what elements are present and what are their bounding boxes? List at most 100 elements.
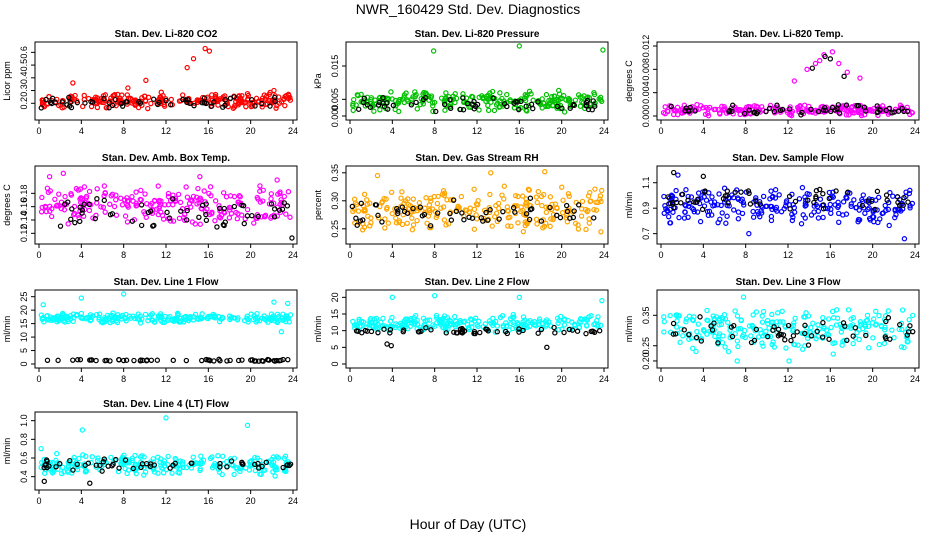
data-point [586,216,592,222]
data-point [486,209,493,216]
data-point [60,318,67,324]
y-axis-label: percent [313,189,323,220]
data-point [237,193,243,200]
data-point [231,471,237,478]
data-point [282,102,288,109]
data-point [530,105,536,112]
data-point [665,213,672,220]
data-point [539,202,545,209]
data-point [724,188,731,194]
data-point [548,216,554,222]
data-point [212,198,219,204]
data-point [901,194,907,201]
data-point [883,192,890,198]
x-tick-label: 0 [36,496,41,506]
data-point [895,199,901,206]
data-point [265,357,271,363]
data-point [439,191,446,197]
data-point [455,203,461,209]
data-point [456,204,462,211]
data-point [889,110,895,116]
data-point [673,324,680,330]
data-point [68,216,74,223]
data-point [666,201,672,207]
data-point [598,322,604,329]
data-point [500,324,507,330]
data-point [786,106,793,112]
data-point [754,208,761,215]
data-point [138,222,145,229]
data-point [176,462,182,469]
data-point [496,205,502,212]
x-tick-label: 8 [743,250,748,260]
data-point [763,328,769,335]
data-point [375,212,381,219]
data-point [441,313,448,319]
y-tick-label: 0.5 [19,59,29,72]
data-point [93,311,100,318]
data-point [583,226,589,233]
data-point [395,208,401,214]
data-point [124,202,131,209]
data-point [136,317,143,323]
data-point [43,96,49,103]
data-point [73,312,79,319]
data-point [737,326,744,332]
data-point [83,468,90,474]
x-tick-label: 0 [36,250,41,260]
data-point [410,196,417,202]
x-tick-label: 20 [246,126,256,136]
data-point [282,453,289,459]
data-point [45,316,52,322]
data-point [534,221,540,227]
data-point [89,453,96,460]
data-point [281,200,287,206]
data-point [252,454,258,461]
data-point [496,216,502,222]
data-point [41,478,47,485]
data-point [266,91,272,98]
data-point [102,190,108,196]
data-point [845,307,852,313]
data-point [730,102,736,108]
data-point [65,221,71,227]
data-point [461,217,467,223]
data-point [700,173,707,180]
data-point [563,202,570,209]
data-point [354,222,360,228]
data-point [49,470,56,476]
data-point [566,193,572,199]
panel-title: Stan. Dev. Li-820 Pressure [415,29,540,40]
data-point [79,207,86,213]
data-point [367,223,373,229]
data-point [876,341,883,348]
data-point [767,105,773,111]
data-point [519,193,526,199]
data-point [685,197,691,204]
data-point [453,208,460,215]
data-point [808,106,814,112]
data-point [446,104,453,110]
panel-title: Stan. Dev. Line 2 Flow [425,277,530,288]
data-point [791,320,797,326]
data-point [827,201,833,208]
data-point [60,464,66,471]
data-point [541,223,548,230]
data-point [140,357,146,364]
data-point [443,222,449,228]
data-point [792,315,798,321]
data-point [244,213,251,219]
data-point [403,90,409,96]
data-point [694,209,701,215]
data-point [863,318,869,324]
data-point [280,464,286,471]
data-point [170,218,177,224]
data-point [251,313,257,319]
data-point [259,97,265,104]
data-point [382,225,388,231]
data-point [510,319,516,325]
data-point [474,101,481,108]
data-point [704,317,710,323]
data-point [45,189,52,196]
data-point [857,75,863,81]
